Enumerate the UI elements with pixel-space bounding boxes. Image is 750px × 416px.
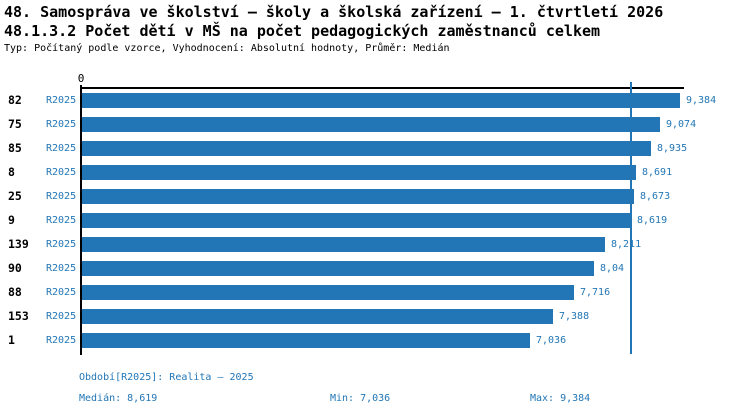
bar xyxy=(82,213,631,228)
bar-row: 88 R2025 7,716 xyxy=(0,285,750,300)
row-category-label: 88 xyxy=(8,285,22,299)
bar-row: 1 R2025 7,036 xyxy=(0,333,750,348)
row-series-label: R2025 xyxy=(46,167,77,178)
bar-value-label: 8,04 xyxy=(600,263,625,274)
row-series-label: R2025 xyxy=(46,263,77,274)
bar xyxy=(82,117,660,132)
bar-row: 8 R2025 8,691 xyxy=(0,165,750,180)
footer-median-label: Medián: 8,619 xyxy=(79,393,158,404)
row-series-label: R2025 xyxy=(46,239,77,250)
row-category-label: 75 xyxy=(8,117,22,131)
bar xyxy=(82,165,636,180)
row-series-label: R2025 xyxy=(46,287,77,298)
bar-row: 82 R2025 9,384 xyxy=(0,93,750,108)
chart-title: 48.1.3.2 Počet dětí v MŠ na počet pedago… xyxy=(4,22,601,40)
row-series-label: R2025 xyxy=(46,215,77,226)
bar xyxy=(82,309,553,324)
row-category-label: 9 xyxy=(8,213,15,227)
row-category-label: 8 xyxy=(8,165,15,179)
row-series-label: R2025 xyxy=(46,191,77,202)
bar-row: 90 R2025 8,04 xyxy=(0,261,750,276)
bar-row: 75 R2025 9,074 xyxy=(0,117,750,132)
bar-row: 153 R2025 7,388 xyxy=(0,309,750,324)
row-series-label: R2025 xyxy=(46,335,77,346)
row-category-label: 82 xyxy=(8,93,22,107)
bar xyxy=(82,285,574,300)
bar-value-label: 9,384 xyxy=(686,95,717,106)
row-series-label: R2025 xyxy=(46,95,77,106)
row-category-label: 153 xyxy=(8,309,29,323)
bar-row: 139 R2025 8,211 xyxy=(0,237,750,252)
bar xyxy=(82,189,634,204)
footer-min-label: Min: 7,036 xyxy=(330,393,391,404)
bar-value-label: 8,935 xyxy=(657,143,688,154)
bar-value-label: 7,388 xyxy=(559,311,590,322)
bar-value-label: 8,673 xyxy=(640,191,671,202)
bar-value-label: 8,211 xyxy=(611,239,642,250)
bar xyxy=(82,261,594,276)
axis-zero-label: 0 xyxy=(77,72,85,85)
footer-max-label: Max: 9,384 xyxy=(530,393,591,404)
row-category-label: 85 xyxy=(8,141,22,155)
bar xyxy=(82,237,605,252)
chart-meta-line: Typ: Počítaný podle vzorce, Vyhodnocení:… xyxy=(4,43,450,54)
bar-row: 9 R2025 8,619 xyxy=(0,213,750,228)
bar-value-label: 8,691 xyxy=(642,167,673,178)
row-category-label: 139 xyxy=(8,237,29,251)
bar xyxy=(82,333,530,348)
row-series-label: R2025 xyxy=(46,143,77,154)
bar xyxy=(82,93,680,108)
bar-value-label: 8,619 xyxy=(637,215,668,226)
row-category-label: 1 xyxy=(8,333,15,347)
row-category-label: 25 xyxy=(8,189,22,203)
footer-period-label: Období[R2025]: Realita – 2025 xyxy=(79,372,254,383)
median-line xyxy=(630,82,632,354)
bar-value-label: 9,074 xyxy=(666,119,697,130)
report-title: 48. Samospráva ve školství – školy a ško… xyxy=(4,3,664,21)
bar xyxy=(82,141,651,156)
x-axis-line xyxy=(80,87,684,89)
bar-value-label: 7,036 xyxy=(536,335,567,346)
row-category-label: 90 xyxy=(8,261,22,275)
row-series-label: R2025 xyxy=(46,119,77,130)
bar-value-label: 7,716 xyxy=(580,287,611,298)
row-series-label: R2025 xyxy=(46,311,77,322)
y-axis-line xyxy=(80,85,82,355)
bar-row: 25 R2025 8,673 xyxy=(0,189,750,204)
bar-row: 85 R2025 8,935 xyxy=(0,141,750,156)
